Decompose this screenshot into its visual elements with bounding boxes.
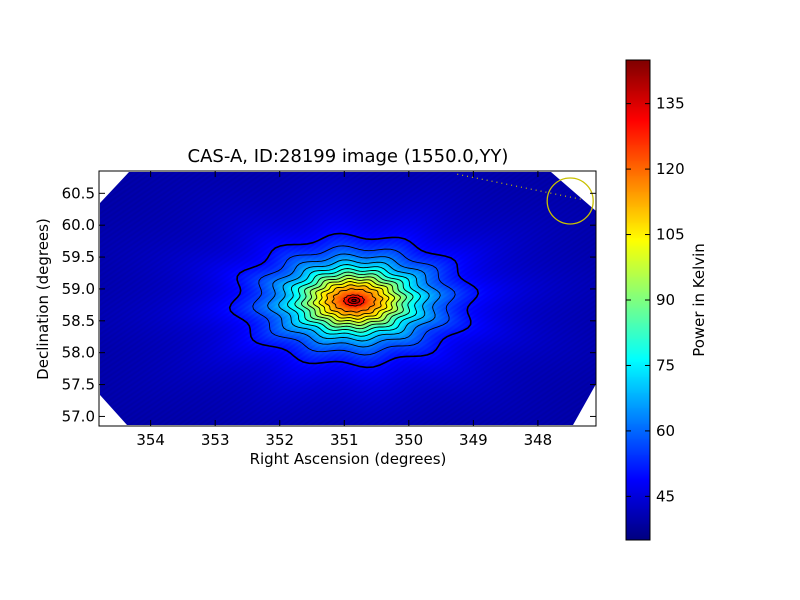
- contour-level: [343, 294, 365, 307]
- plot-frame: [98, 170, 597, 427]
- x-tick-label: 348: [524, 431, 553, 449]
- contour-level: [278, 259, 430, 342]
- x-axis-label: Right Ascension (degrees): [250, 450, 447, 468]
- contour-level: [300, 271, 407, 330]
- colorbar-label: Power in Kelvin: [690, 243, 708, 357]
- contour-lines: [228, 232, 480, 369]
- contour-level: [267, 253, 441, 348]
- x-axis-ticks: 354 353 352 351 350 349 348: [136, 171, 552, 449]
- colorbar-ticks: 45 60 75 90 105 120 135: [626, 95, 685, 505]
- contour-level: [318, 281, 390, 320]
- y-tick-label: 60.0: [62, 216, 95, 234]
- colorbar-tick-label: 45: [656, 487, 675, 505]
- y-tick-label: 59.0: [62, 280, 95, 298]
- contour-level: [286, 264, 421, 337]
- contour-level: [347, 296, 361, 305]
- x-tick-label: 353: [201, 431, 230, 449]
- colorbar-tick-label: 90: [656, 291, 675, 309]
- colorbar-tick-label: 120: [656, 160, 685, 178]
- colorbar-tick-label: 60: [656, 422, 675, 440]
- x-tick-label: 352: [265, 431, 294, 449]
- y-tick-label: 57.5: [62, 376, 95, 394]
- x-tick-label: 354: [136, 431, 165, 449]
- contour-level: [324, 284, 384, 317]
- contour-level: [351, 298, 357, 303]
- y-tick-label: 57.0: [62, 407, 95, 425]
- x-tick-label: 350: [394, 431, 423, 449]
- contour-level: [228, 232, 480, 369]
- contour-level: [312, 277, 396, 323]
- colorbar-tick-label: 135: [656, 95, 685, 113]
- contour-level: [252, 245, 456, 356]
- intensity-map: [100, 172, 596, 425]
- y-tick-label: 58.5: [62, 312, 95, 330]
- y-axis-ticks: 57.0 57.5 58.0 58.5 59.0 59.5 60.0 60.5: [62, 184, 596, 425]
- chart-title: CAS-A, ID:28199 image (1550.0,YY): [188, 146, 509, 167]
- plot-area: [100, 172, 596, 425]
- y-tick-label: 59.5: [62, 248, 95, 266]
- beam-marker: [546, 177, 594, 225]
- y-tick-label: 58.0: [62, 344, 95, 362]
- y-tick-label: 60.5: [62, 184, 95, 202]
- x-tick-label: 349: [459, 431, 488, 449]
- y-axis-label: Declination (degrees): [34, 218, 52, 380]
- colorbar-tick-label: 105: [656, 226, 685, 244]
- colorbar: 45 60 75 90 105 120 135 Power in Kelvin: [625, 59, 708, 541]
- contour-level: [294, 268, 414, 333]
- colorbar-tick-label: 75: [656, 356, 675, 374]
- contour-level: [306, 274, 401, 326]
- x-tick-label: 351: [330, 431, 359, 449]
- contour-level: [331, 288, 377, 313]
